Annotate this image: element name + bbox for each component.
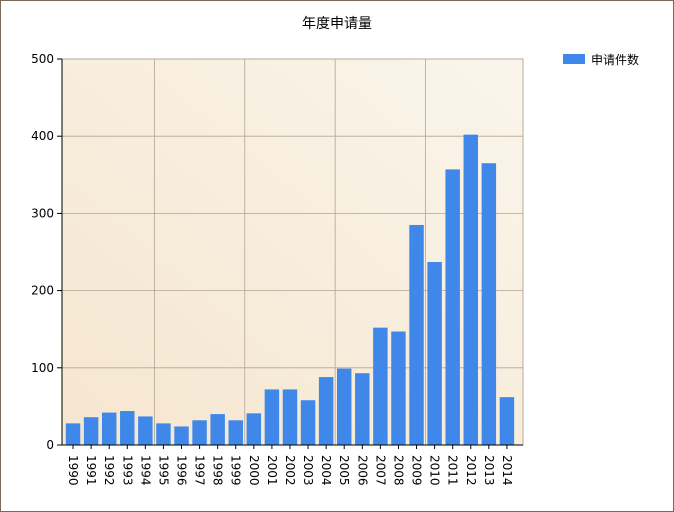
x-tick-label-2009: 2009: [410, 455, 424, 486]
bar-2009: [409, 224, 424, 445]
x-tick-label-2007: 2007: [373, 455, 387, 486]
bar-2005: [336, 368, 352, 445]
x-tick-label-1990: 1990: [66, 455, 80, 486]
x-tick-label-1991: 1991: [84, 455, 98, 486]
bar-2008: [391, 331, 406, 445]
x-tick-label-2001: 2001: [265, 455, 279, 486]
bar-2013: [481, 163, 497, 445]
bars-group: [65, 134, 515, 445]
y-tick-label: 200: [31, 284, 54, 298]
y-tick-label: 400: [31, 129, 54, 143]
axes-group: [57, 58, 523, 449]
bar-1996: [174, 426, 189, 445]
x-tick-labels: 1990 1991 1992 1993 1994 1995 1996 1997 1998 1999…: [66, 455, 514, 486]
bar-2004: [318, 377, 334, 445]
x-tick-label-1996: 1996: [175, 455, 189, 486]
bar-2001: [264, 389, 280, 445]
x-tick-label-2002: 2002: [283, 455, 297, 486]
bar-2012: [463, 134, 478, 445]
bar-1995: [156, 423, 171, 445]
bar-1992: [101, 412, 117, 445]
x-tick-label-2014: 2014: [500, 455, 514, 486]
legend-label: 申请件数: [591, 52, 639, 67]
x-tick-label-2006: 2006: [355, 455, 369, 486]
y-tick-label: 0: [46, 438, 54, 452]
x-tick-label-2013: 2013: [482, 455, 496, 486]
legend-swatch: [563, 54, 585, 64]
x-tick-label-2011: 2011: [446, 455, 460, 486]
x-tick-label-2000: 2000: [247, 455, 261, 486]
bar-2007: [373, 327, 388, 445]
chart-title: 年度申请量: [302, 16, 372, 32]
y-tick-label: 100: [31, 361, 54, 375]
bar-2010: [427, 262, 442, 445]
bar-1997: [192, 420, 207, 445]
x-tick-label-2003: 2003: [301, 455, 315, 486]
y-tick-labels: 0 100 200 300 400 500: [31, 52, 54, 452]
x-tick-label-1999: 1999: [229, 455, 243, 486]
y-tick-label: 500: [31, 52, 54, 66]
bar-1993: [120, 411, 135, 445]
x-tick-label-1994: 1994: [138, 455, 152, 486]
gridlines: [62, 59, 523, 445]
bar-1999: [228, 420, 243, 445]
bar-2011: [445, 169, 460, 445]
bar-1991: [83, 417, 99, 445]
bar-1994: [138, 416, 153, 445]
x-tick-label-1997: 1997: [193, 455, 207, 486]
bar-2006: [355, 373, 370, 445]
x-tick-label-2005: 2005: [337, 455, 351, 486]
x-tick-label-2004: 2004: [319, 455, 333, 486]
x-tick-label-2008: 2008: [391, 455, 405, 486]
bar-2014: [499, 397, 515, 445]
bar-2000: [246, 413, 262, 445]
legend: 申请件数: [563, 52, 639, 67]
x-tick-label-1995: 1995: [156, 455, 170, 486]
x-tick-label-1998: 1998: [211, 455, 225, 486]
x-tick-label-2012: 2012: [464, 455, 478, 486]
x-tick-label-1993: 1993: [120, 455, 134, 486]
bar-1990: [65, 423, 81, 445]
x-tick-label-2010: 2010: [428, 455, 442, 486]
bar-2003: [300, 400, 316, 445]
bar-2002: [282, 389, 298, 445]
y-tick-label: 300: [31, 206, 54, 220]
x-tick-label-1992: 1992: [102, 455, 116, 486]
bar-1998: [210, 414, 225, 445]
